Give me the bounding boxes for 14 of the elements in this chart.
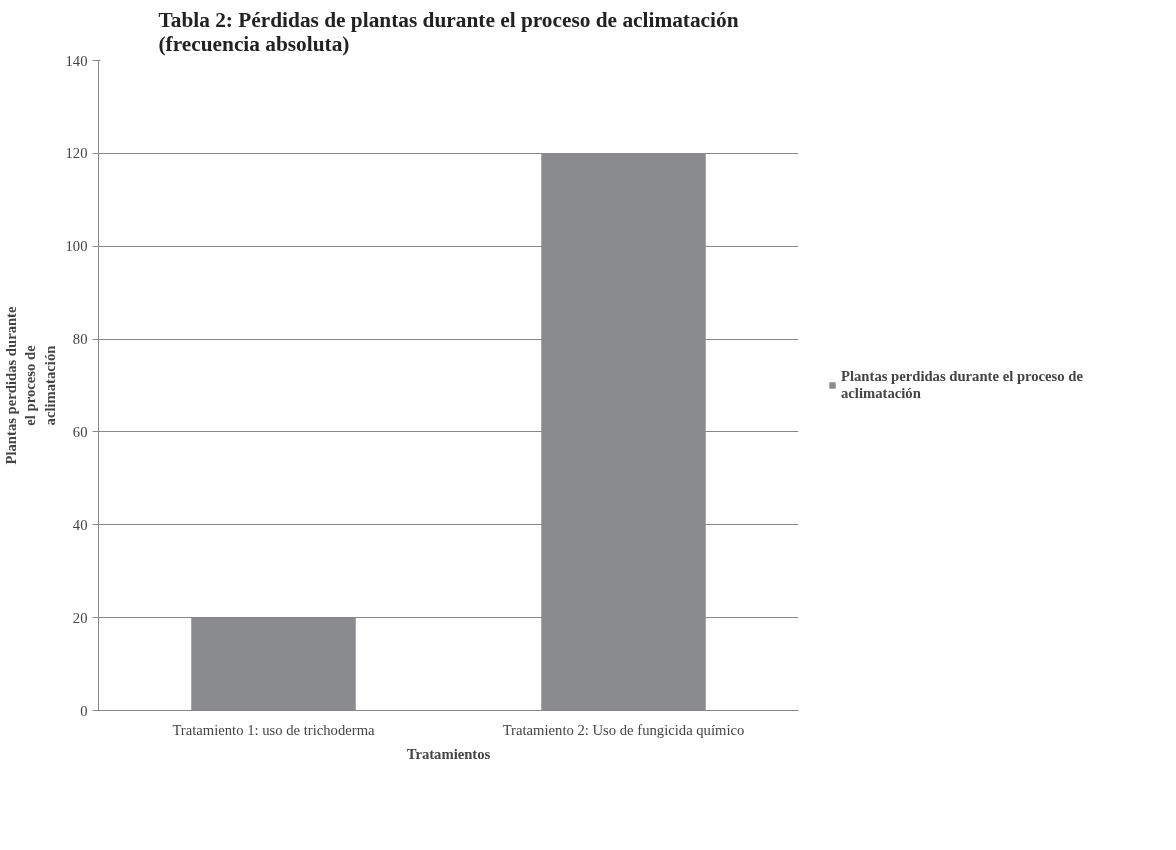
y-axis-title: Plantas perdidas durante el proceso de aclimatación bbox=[3, 306, 58, 465]
y-tick-label: 0 bbox=[80, 702, 88, 719]
x-tick-label: Tratamiento 1: uso de trichoderma bbox=[172, 721, 376, 738]
y-tick-label: 100 bbox=[65, 238, 88, 255]
y-tick-label: 80 bbox=[72, 331, 88, 348]
x-axis-title: Tratamientos bbox=[406, 745, 491, 762]
y-tick-label: 140 bbox=[65, 52, 88, 69]
y-tick-label: 20 bbox=[72, 609, 88, 626]
legend-label: Plantas perdidas durante el proceso de aclimatación bbox=[841, 368, 1083, 402]
chart-title: Tabla 2: Pérdidas de plantas durante el proceso de aclimatación (frecuencia absoluta) bbox=[158, 7, 739, 56]
y-tick-label: 40 bbox=[72, 516, 88, 533]
y-tick-label: 120 bbox=[65, 145, 88, 162]
y-tick-label: 60 bbox=[72, 423, 88, 440]
x-tick-label: Tratamiento 2: Uso de fungicida químico bbox=[502, 721, 745, 738]
